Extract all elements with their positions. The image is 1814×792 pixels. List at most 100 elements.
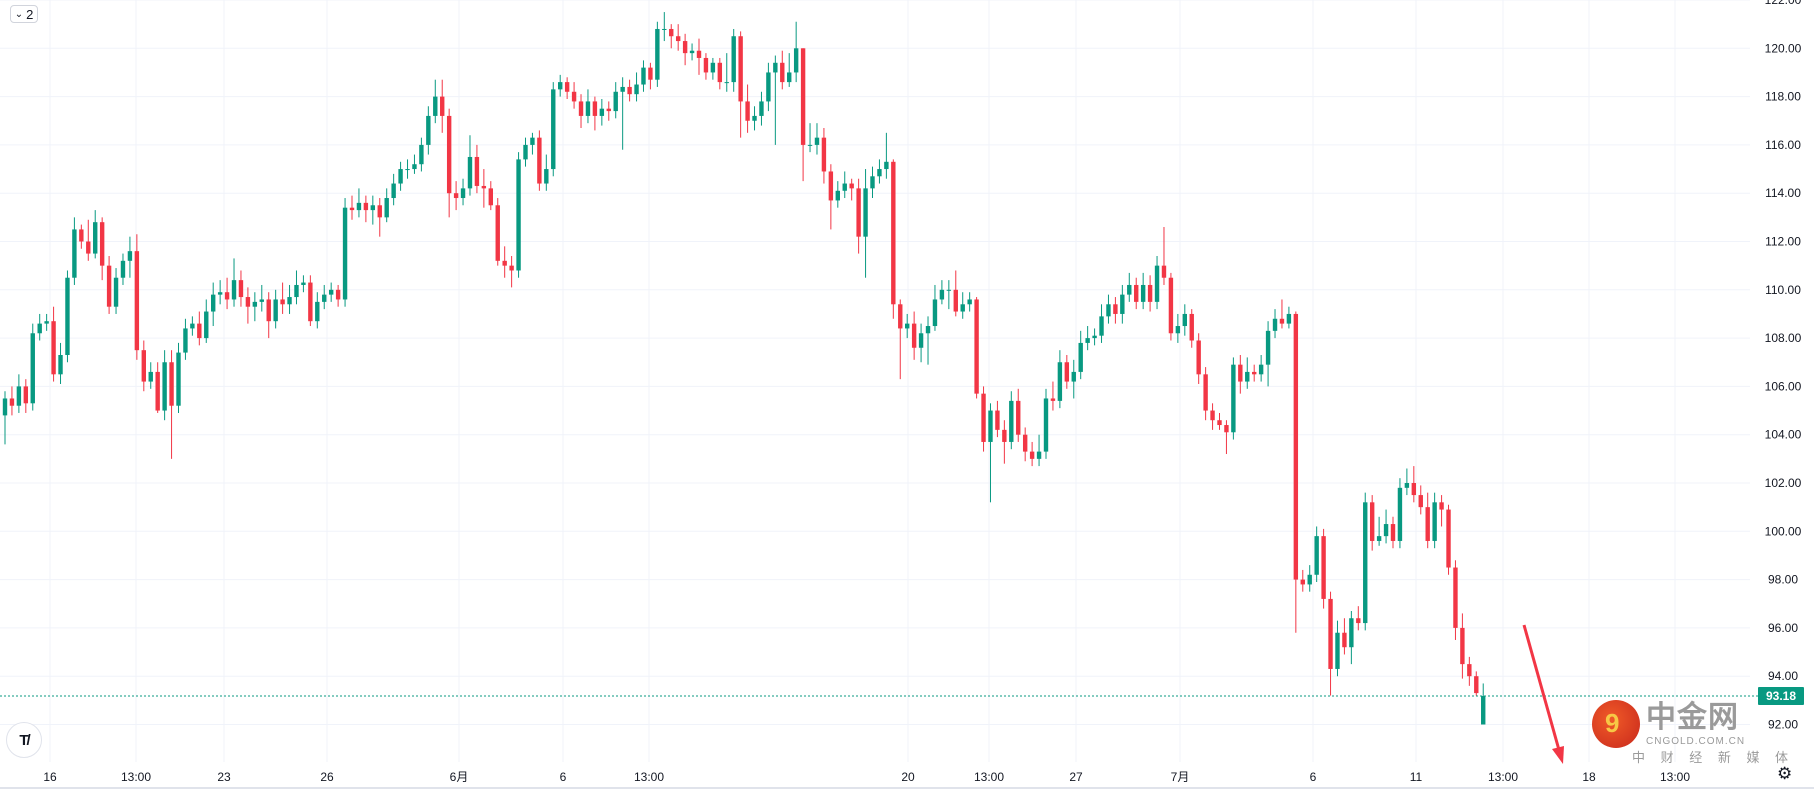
candle-body bbox=[1224, 425, 1229, 433]
candle bbox=[315, 292, 320, 329]
candle-body bbox=[835, 190, 840, 201]
cngold-logo-icon: 9 bbox=[1592, 700, 1640, 748]
candle-body bbox=[606, 108, 611, 112]
candle bbox=[1036, 434, 1042, 467]
candle bbox=[925, 316, 931, 365]
candle-body bbox=[259, 299, 264, 302]
candle-body bbox=[328, 289, 334, 295]
candle-body bbox=[93, 222, 98, 254]
x-tick-label: 7月 bbox=[1171, 770, 1190, 784]
candle bbox=[1390, 516, 1396, 549]
candle bbox=[460, 178, 466, 206]
candle bbox=[918, 323, 924, 363]
candle bbox=[308, 275, 313, 327]
tradingview-logo[interactable]: T/ bbox=[6, 722, 42, 758]
candle bbox=[99, 217, 105, 281]
candle-body bbox=[453, 193, 459, 199]
candle-body bbox=[363, 202, 369, 211]
candle-body bbox=[988, 410, 993, 442]
candle-body bbox=[627, 86, 632, 95]
candle bbox=[1182, 304, 1187, 336]
candle-body bbox=[1307, 574, 1312, 585]
candle-body bbox=[1460, 627, 1465, 665]
candle-body bbox=[863, 188, 868, 237]
candle bbox=[898, 299, 903, 380]
candle bbox=[509, 255, 514, 288]
candle-body bbox=[1057, 362, 1063, 401]
candle bbox=[72, 217, 77, 285]
time-axis[interactable]: 16 13:00 23 26 6月 6 13:00 20 13:00 27 7月 6 11 13:00 18… bbox=[43, 770, 1690, 784]
candle bbox=[551, 82, 556, 177]
candle bbox=[641, 60, 646, 92]
candle-body bbox=[1363, 502, 1368, 624]
candle-body bbox=[1356, 618, 1361, 624]
candle bbox=[516, 152, 521, 278]
candle bbox=[1092, 328, 1097, 346]
red-arrow-annotation[interactable] bbox=[1522, 624, 1564, 764]
candle-body bbox=[1300, 579, 1305, 585]
candle-body bbox=[1342, 632, 1347, 648]
candle-body bbox=[342, 207, 348, 300]
candle-body bbox=[1099, 316, 1104, 336]
candle-body bbox=[1411, 483, 1417, 496]
gear-icon[interactable]: ⚙ bbox=[1777, 764, 1793, 783]
candle-body bbox=[384, 198, 389, 218]
candle bbox=[1064, 355, 1070, 389]
candle-body bbox=[37, 323, 42, 334]
candle-body bbox=[287, 297, 292, 305]
candle bbox=[1113, 297, 1118, 324]
x-tick-label: 20 bbox=[901, 770, 915, 784]
candle bbox=[606, 101, 611, 121]
candle-body bbox=[1328, 598, 1333, 669]
candle bbox=[544, 154, 549, 191]
candle-body bbox=[1439, 502, 1444, 510]
candle-body bbox=[544, 169, 549, 184]
price-axis[interactable]: 92.00 94.00 96.00 98.00 100.00 102.00 104.00 10… bbox=[1765, 0, 1802, 732]
legend-toggle-button[interactable]: ⌄ 2 bbox=[10, 5, 38, 23]
candle-body bbox=[634, 84, 639, 95]
candle bbox=[58, 342, 63, 384]
candle-body bbox=[2, 398, 8, 416]
candle-body bbox=[162, 362, 167, 411]
y-tick-label: 122.00 bbox=[1765, 0, 1802, 7]
candle-body bbox=[58, 355, 63, 375]
candle-body bbox=[1016, 400, 1021, 435]
candle bbox=[93, 210, 98, 259]
candle-body bbox=[1404, 483, 1410, 488]
candle-body bbox=[669, 28, 674, 37]
y-tick-label: 116.00 bbox=[1765, 138, 1801, 152]
candle-body bbox=[176, 352, 181, 406]
candle-body bbox=[516, 159, 521, 271]
candle bbox=[273, 289, 278, 329]
candle bbox=[280, 282, 285, 314]
candle bbox=[1168, 272, 1174, 341]
candle-body bbox=[752, 115, 757, 121]
candle bbox=[856, 178, 861, 254]
candle-body bbox=[696, 50, 702, 58]
candle bbox=[2, 391, 8, 445]
candle bbox=[79, 224, 84, 249]
candle bbox=[9, 386, 15, 416]
candle-body bbox=[315, 301, 320, 322]
candle bbox=[474, 144, 480, 194]
candle bbox=[967, 292, 972, 312]
candle-body bbox=[1272, 318, 1278, 331]
y-tick-label: 118.00 bbox=[1765, 90, 1801, 104]
candle bbox=[384, 188, 389, 223]
candle bbox=[905, 313, 910, 339]
y-tick-label: 108.00 bbox=[1765, 331, 1802, 345]
candle bbox=[1057, 350, 1063, 409]
x-tick-label: 6 bbox=[560, 770, 567, 784]
x-tick-label: 11 bbox=[1410, 770, 1423, 784]
candle bbox=[1363, 492, 1368, 631]
candle bbox=[1106, 294, 1111, 324]
candle-body bbox=[613, 91, 618, 112]
candle-body bbox=[1182, 313, 1187, 327]
candle-body bbox=[370, 205, 376, 211]
candle-body bbox=[1321, 536, 1326, 599]
candle-body bbox=[72, 229, 77, 278]
candle bbox=[1050, 381, 1056, 411]
y-tick-label: 98.00 bbox=[1768, 573, 1798, 587]
candle-body bbox=[675, 36, 681, 42]
